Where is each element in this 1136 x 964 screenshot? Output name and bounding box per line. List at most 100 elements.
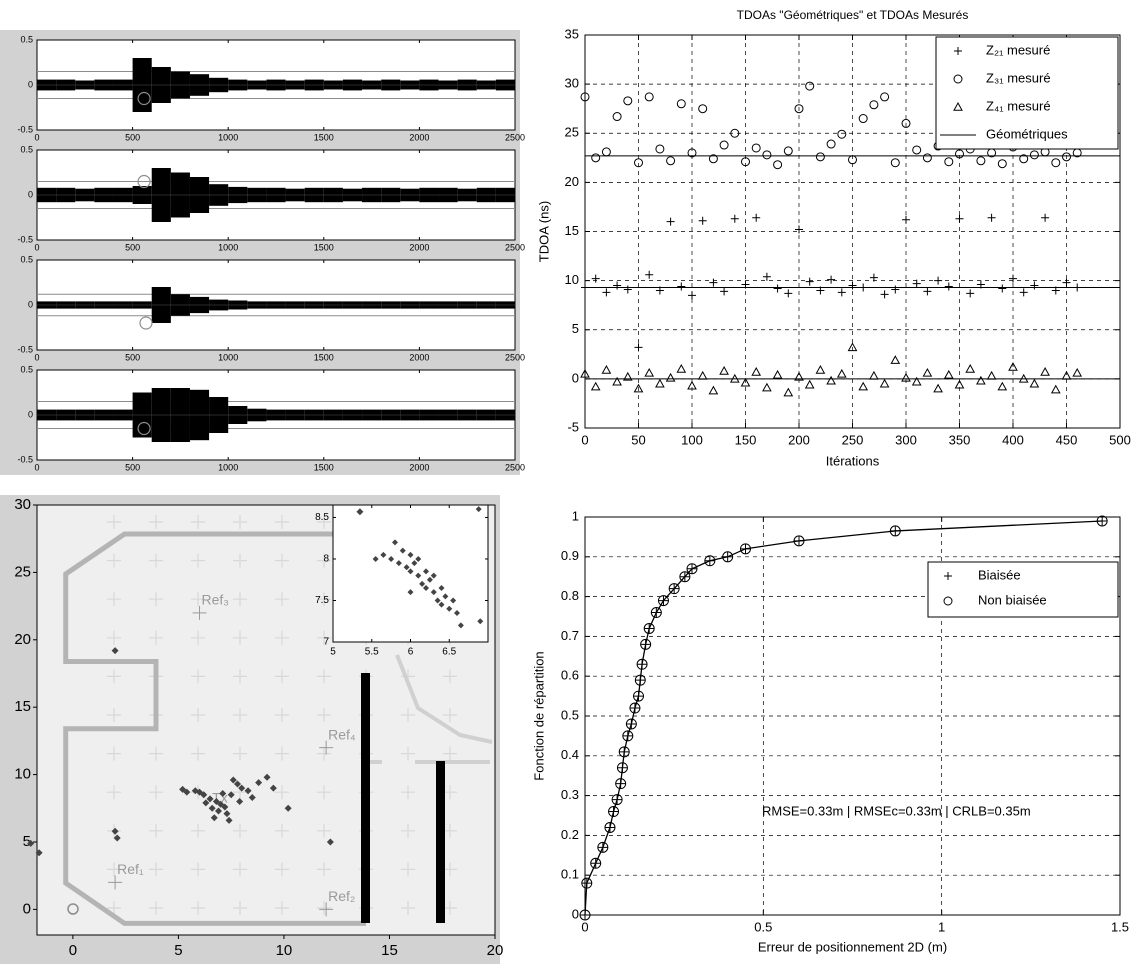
inset-estimate (380, 551, 387, 558)
grid-cross (317, 515, 331, 529)
y-tick-label: 25 (14, 563, 31, 580)
y-tick-label: 7 (323, 637, 329, 648)
inset-estimate (423, 568, 429, 575)
position-estimate (229, 776, 237, 784)
x-tick-label: 250 (842, 432, 864, 447)
data-point (637, 659, 648, 670)
grid-cross (107, 708, 121, 722)
y-axis-label: Fonction de répartition (531, 651, 546, 780)
x-tick-label: 1500 (314, 352, 334, 362)
data-point (1096, 515, 1108, 527)
wall-block (361, 673, 370, 923)
position-estimate (113, 834, 121, 842)
position-estimate (255, 779, 263, 787)
data-point (581, 877, 593, 889)
grid-cross (233, 630, 247, 645)
data-point (997, 159, 1007, 169)
grid-cross (443, 901, 457, 915)
x-tick-label: 1.5 (1111, 919, 1129, 934)
data-point (1062, 152, 1071, 162)
legend-marker (953, 101, 963, 111)
y-tick-label: 8.5 (315, 512, 329, 523)
data-point (581, 283, 589, 292)
position-estimate (206, 795, 214, 803)
data-point (729, 373, 740, 383)
data-point (901, 118, 911, 128)
data-point (704, 555, 716, 567)
grid-cross (191, 746, 205, 761)
data-point (688, 291, 696, 300)
x-tick-label: 1000 (218, 352, 238, 362)
legend-label: Biaisée (978, 567, 1021, 582)
data-point (1050, 384, 1061, 394)
y-tick-label: 0 (28, 79, 33, 89)
grid-cross (317, 708, 331, 722)
x-tick-label: 150 (735, 432, 757, 447)
data-point (590, 857, 602, 869)
inset-estimate (407, 589, 414, 596)
data-point (1029, 150, 1039, 160)
inset-estimate (438, 601, 445, 608)
y-tick-label: 0 (28, 299, 33, 309)
data-point (580, 92, 590, 102)
x-tick-label: 20 (487, 942, 504, 959)
data-point (615, 778, 627, 790)
grid-cross (317, 669, 331, 684)
y-tick-label: 0.5 (20, 254, 33, 264)
position-estimate (236, 798, 244, 806)
position-estimate (35, 849, 43, 857)
grid-cross (233, 669, 247, 684)
data-point (890, 525, 901, 536)
grid-cross (401, 785, 415, 800)
detection-marker (139, 316, 153, 330)
data-point (752, 213, 761, 222)
data-point (954, 379, 965, 389)
data-point (1072, 367, 1083, 377)
data-point (1051, 286, 1060, 295)
x-tick-label: 1000 (218, 242, 238, 252)
data-point (901, 372, 911, 382)
data-point (708, 154, 718, 164)
x-tick-label: 0 (34, 132, 39, 142)
data-point (719, 365, 729, 375)
data-point (645, 270, 654, 279)
data-point (634, 343, 643, 352)
position-estimate (326, 838, 334, 846)
data-point (604, 821, 616, 833)
data-point (794, 371, 804, 381)
grid-cross (191, 553, 205, 568)
data-point (633, 690, 644, 702)
data-point (622, 371, 633, 381)
grid-cross (107, 862, 121, 877)
grid-cross (275, 862, 289, 877)
inset-estimate (399, 547, 406, 554)
x-tick-label: 2000 (409, 132, 429, 142)
y-tick-label: -0.5 (17, 234, 33, 244)
position-estimate (238, 784, 246, 792)
data-point (666, 156, 676, 166)
x-tick-label: 2500 (505, 242, 525, 252)
legend-marker (954, 47, 962, 55)
data-point (613, 281, 622, 290)
legend-box (935, 36, 1119, 150)
data-point (847, 342, 858, 352)
reference-label: Ref₃ (202, 592, 230, 608)
grid-cross (149, 553, 163, 568)
data-point (1029, 378, 1040, 388)
x-axis-label: Erreur de positionnement 2D (m) (758, 939, 947, 954)
data-point (634, 158, 643, 168)
grid-cross (443, 823, 457, 838)
y-tick-label: 30 (565, 76, 579, 91)
data-point (615, 778, 626, 789)
grid-cross (233, 746, 247, 761)
position-estimate (263, 773, 271, 781)
wall (63, 531, 366, 926)
data-point (858, 381, 869, 391)
detection-marker (137, 91, 151, 106)
grid-cross (233, 823, 247, 838)
inset-estimate (415, 555, 422, 562)
data-point (635, 675, 646, 686)
grid-cross (275, 592, 289, 607)
data-point (698, 104, 708, 114)
